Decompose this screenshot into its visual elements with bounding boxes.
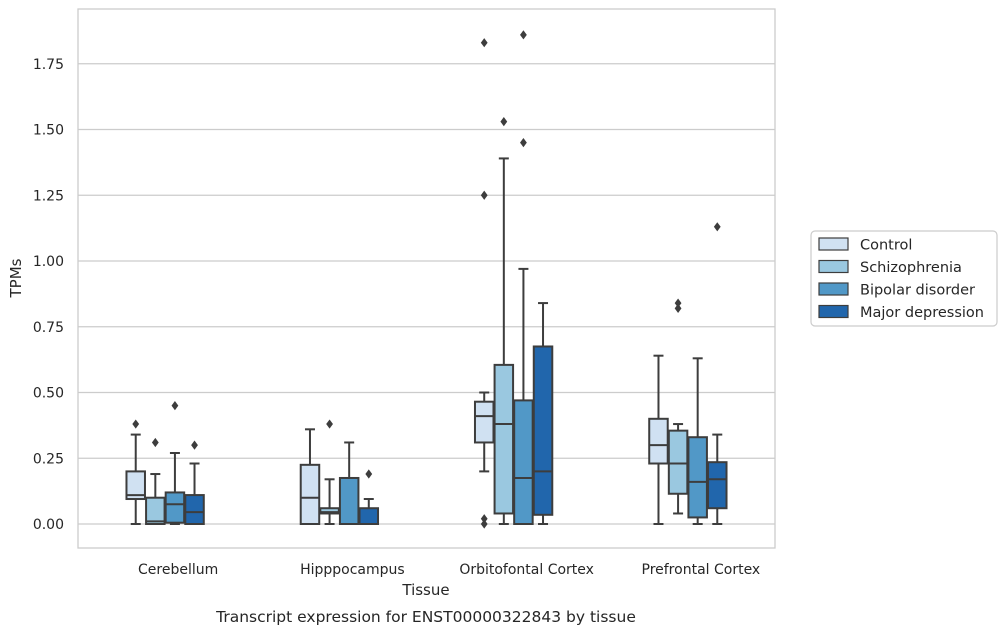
box-body bbox=[164, 491, 186, 524]
box-body bbox=[184, 494, 205, 526]
outlier-point bbox=[500, 117, 508, 127]
outlier-point bbox=[713, 222, 721, 232]
outlier-point bbox=[480, 514, 488, 524]
box-major-depression bbox=[532, 302, 554, 525]
box-body bbox=[338, 476, 360, 526]
legend-swatch bbox=[818, 282, 849, 296]
box-body bbox=[707, 461, 728, 510]
box-bipolar-disorder bbox=[338, 441, 360, 526]
legend-swatch bbox=[818, 304, 849, 319]
outlier-point bbox=[520, 30, 527, 40]
box-major-depression bbox=[707, 222, 728, 525]
outlier-point bbox=[191, 440, 198, 450]
box-schizophrenia bbox=[493, 117, 515, 525]
box-body bbox=[145, 496, 166, 526]
legend: Control Schizophrenia Bipolar disorder Majo… bbox=[810, 230, 998, 327]
outlier-point bbox=[480, 519, 488, 529]
y-tick-label: 0.25 bbox=[33, 451, 64, 467]
outlier-point bbox=[365, 469, 373, 479]
box-body bbox=[513, 399, 534, 526]
y-tick-label: 1.50 bbox=[33, 123, 64, 139]
x-tick-label: Orbitofontal Cortex bbox=[459, 562, 594, 578]
box-body bbox=[493, 363, 515, 515]
box-bipolar-disorder bbox=[513, 30, 534, 526]
x-tick-label: Cerebellum bbox=[138, 562, 218, 578]
box-body bbox=[358, 507, 380, 526]
legend-label: Bipolar disorder bbox=[860, 283, 975, 299]
outlier-point bbox=[132, 419, 140, 429]
box-body bbox=[648, 417, 669, 465]
legend-label: Control bbox=[860, 238, 912, 254]
legend-swatch bbox=[818, 237, 849, 251]
legend-label: Schizophrenia bbox=[860, 260, 962, 276]
box-bipolar-disorder bbox=[687, 357, 708, 525]
figure-caption: Transcript expression for ENST0000032284… bbox=[215, 608, 636, 626]
box-control bbox=[473, 38, 495, 529]
box-series-group bbox=[125, 30, 728, 529]
box-body bbox=[532, 345, 554, 516]
plot-frame bbox=[77, 8, 776, 549]
y-tick-label: 1.75 bbox=[33, 57, 64, 73]
y-tick-label: 0.50 bbox=[33, 386, 64, 402]
y-tick-labels: 0.00 0.25 0.50 0.75 1.00 1.25 1.50 1.75 bbox=[33, 57, 64, 533]
outlier-point bbox=[674, 298, 682, 308]
box-schizophrenia bbox=[319, 419, 340, 525]
y-tick-label: 0.75 bbox=[33, 320, 64, 336]
x-tick-label: Hipppocampus bbox=[300, 562, 405, 578]
box-schizophrenia bbox=[145, 437, 166, 526]
box-major-depression bbox=[358, 469, 380, 526]
box-major-depression bbox=[184, 440, 205, 526]
legend-swatch bbox=[818, 259, 849, 274]
box-body bbox=[687, 436, 708, 519]
outlier-point bbox=[326, 419, 333, 429]
outlier-point bbox=[480, 190, 488, 200]
legend-frame bbox=[810, 230, 998, 327]
box-body bbox=[667, 429, 689, 495]
y-axis-label: TPMs bbox=[7, 258, 25, 298]
x-tick-label: Prefrontal Cortex bbox=[642, 562, 761, 578]
y-tick-label: 1.00 bbox=[33, 254, 64, 270]
outlier-point bbox=[151, 437, 159, 448]
x-axis-label: Tissue bbox=[401, 581, 449, 599]
y-tick-label: 0.00 bbox=[33, 517, 64, 533]
box-body bbox=[125, 470, 146, 501]
outlier-point bbox=[480, 38, 488, 48]
box-control bbox=[299, 428, 321, 526]
outlier-point bbox=[171, 401, 179, 411]
y-tick-label: 1.25 bbox=[33, 188, 64, 204]
box-bipolar-disorder bbox=[164, 401, 186, 525]
legend-label: Major depression bbox=[860, 305, 984, 321]
box-schizophrenia bbox=[667, 298, 689, 515]
box-control bbox=[125, 419, 146, 525]
outlier-point bbox=[674, 303, 682, 313]
box-control bbox=[648, 354, 669, 525]
box-body bbox=[299, 463, 321, 526]
box-body bbox=[319, 507, 340, 515]
x-tick-labels: Cerebellum Hipppocampus Orbitofontal Corte… bbox=[138, 562, 760, 578]
outlier-point bbox=[520, 138, 527, 148]
box-body bbox=[473, 400, 495, 444]
